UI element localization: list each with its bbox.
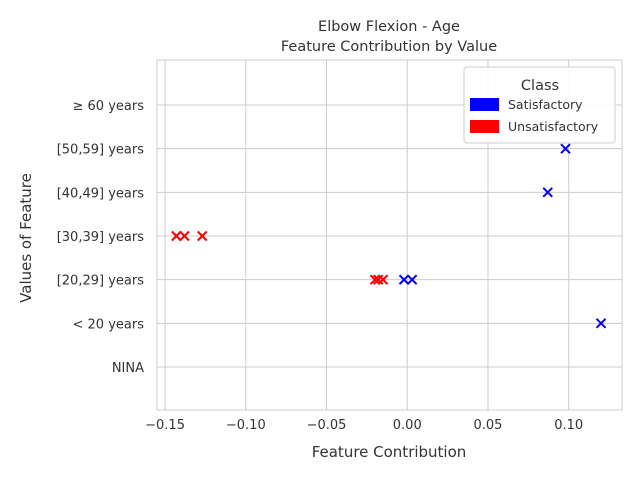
legend-box [463,66,616,144]
y-tick-label: [30,39] years [57,230,144,245]
data-point-satisfactory [406,274,418,285]
data-point-satisfactory [398,274,410,285]
y-tick-label: [40,49] years [57,186,144,201]
data-points [171,143,607,329]
data-point-satisfactory [542,187,553,198]
legend: Class Satisfactory Unsatisfactory [463,66,616,144]
x-tick-label: −0.05 [307,418,347,433]
legend-label-satisfactory: Satisfactory [508,97,583,112]
y-tick-label: < 20 years [73,317,145,332]
axis-ticks: −0.15 −0.10 −0.05 0.00 0.05 0.10 NINA < 20 year… [57,99,583,433]
data-point-satisfactory [595,318,607,329]
plot-frame [156,59,623,411]
data-point-unsatisfactory [197,230,208,242]
y-tick-label: [20,29] years [57,274,144,289]
x-axis-label: Feature Contribution [312,443,467,461]
y-axis-label: Values of Feature [17,173,35,303]
y-tick-label: NINA [112,361,144,376]
chart-subtitle: Feature Contribution by Value [281,39,497,55]
x-tick-label: −0.15 [145,418,185,433]
x-tick-label: 0.05 [474,418,503,433]
legend-swatch-satisfactory [470,98,499,111]
data-point-unsatisfactory [179,230,190,242]
y-tick-label: ≥ 60 years [73,99,145,114]
legend-title: Class [521,78,559,94]
data-point-satisfactory [560,143,571,154]
data-point-unsatisfactory [171,230,182,242]
x-tick-label: −0.10 [226,418,266,433]
y-tick-label: [50,59] years [57,143,144,158]
x-tick-label: 0.00 [393,418,422,433]
legend-label-unsatisfactory: Unsatisfactory [508,119,599,134]
chart-title: Elbow Flexion - Age [318,19,460,35]
legend-swatch-unsatisfactory [470,120,499,133]
x-tick-label: 0.10 [554,418,583,433]
data-point-unsatisfactory [369,274,381,285]
data-point-unsatisfactory [377,274,389,285]
